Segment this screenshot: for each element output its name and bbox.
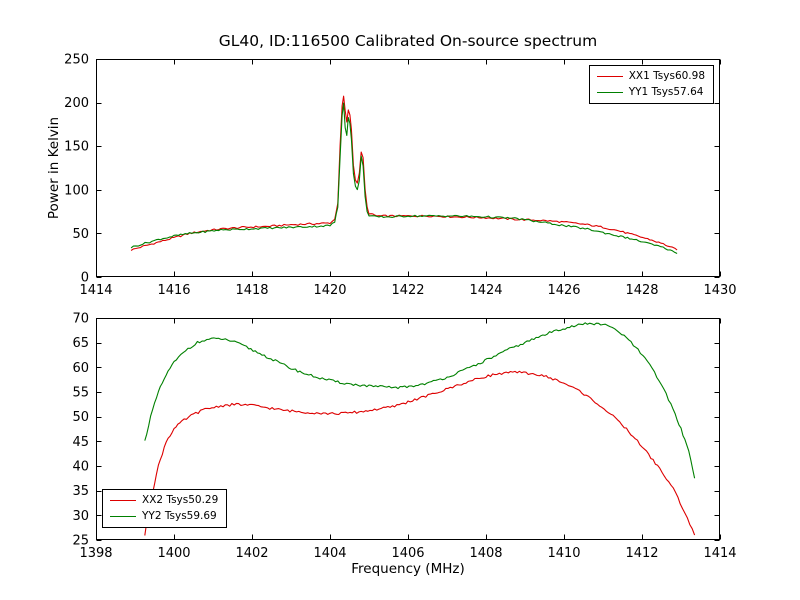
- y-tick-label: 35: [72, 484, 89, 499]
- series-line-xx1: [130, 95, 678, 251]
- y-tick-label: 200: [64, 96, 89, 111]
- legend-bottom-plot: XX2 Tsys50.29 YY2 Tsys59.69: [102, 489, 228, 528]
- y-tick-label: 70: [72, 312, 89, 327]
- y-tick-label: 65: [72, 336, 89, 351]
- subplot-1: 1414 1416 1418 1420 1422 1424 1426 1428 1430 0 50 1…: [64, 53, 736, 299]
- y-tick-label: 40: [72, 460, 89, 475]
- figure-title: GL40, ID:116500 Calibrated On-source spe…: [218, 32, 598, 50]
- x-tick-label: 1422: [391, 283, 424, 298]
- legend-label-xx1: XX1 Tsys60.98: [628, 70, 705, 82]
- legend-entry-xx1: XX1 Tsys60.98: [596, 70, 705, 83]
- x-tick-label: 1400: [157, 546, 190, 561]
- y-tick-label: 55: [72, 386, 89, 401]
- y-tick-label: 25: [72, 534, 89, 549]
- series-line-xx2: [144, 370, 696, 536]
- subplot-2: 1398 1400 1402 1404 1406 1408 1410 1412 1414 25 30…: [72, 312, 736, 562]
- y-tick-label: 250: [64, 53, 89, 68]
- legend-label-xx2: XX2 Tsys50.29: [142, 494, 219, 506]
- x-tick-label: 1414: [79, 283, 112, 298]
- y-tick-label: 50: [72, 227, 89, 242]
- x-tick-label: 1430: [703, 283, 736, 298]
- x-tick-label: 1424: [469, 283, 502, 298]
- legend-entry-yy1: YY1 Tsys57.64: [596, 86, 705, 99]
- x-tick-label: 1412: [625, 546, 658, 561]
- x-tick-label: 1408: [469, 546, 502, 561]
- legend-line-sample-yy1: [596, 92, 623, 93]
- x-tick-label: 1418: [235, 283, 268, 298]
- series-line-yy2: [144, 322, 696, 479]
- x-axis-label: Frequency (MHz): [351, 561, 465, 577]
- legend-line-sample-xx2: [110, 500, 136, 501]
- x-tick-label: 1414: [703, 546, 736, 561]
- y-axis-label: Power in Kelvin: [46, 116, 62, 220]
- legend-line-sample-xx1: [596, 76, 623, 77]
- legend-entry-xx2: XX2 Tsys50.29: [110, 494, 218, 507]
- x-tick-label: 1420: [313, 283, 346, 298]
- x-tick-label: 1406: [391, 546, 424, 561]
- y-tick-label: 0: [81, 271, 89, 286]
- x-tick-label: 1404: [313, 546, 346, 561]
- axes-frame: [96, 59, 720, 277]
- legend-top-plot: XX1 Tsys60.98 YY1 Tsys57.64: [588, 65, 714, 104]
- x-tick-label: 1416: [157, 283, 190, 298]
- x-tick-label: 1428: [625, 283, 658, 298]
- legend-label-yy2: YY2 Tsys59.69: [142, 510, 217, 522]
- x-tick-label: 1402: [235, 546, 268, 561]
- y-tick-label: 45: [72, 435, 89, 450]
- y-tick-label: 30: [72, 509, 89, 524]
- legend-label-yy1: YY1 Tsys57.64: [628, 86, 704, 98]
- x-tick-label: 1426: [547, 283, 580, 298]
- y-tick-label: 60: [72, 361, 89, 376]
- legend-line-sample-yy2: [110, 516, 136, 517]
- legend-entry-yy2: YY2 Tsys59.69: [110, 510, 218, 523]
- y-tick-label: 150: [64, 140, 89, 155]
- x-tick-label: 1410: [547, 546, 580, 561]
- x-tick-label: 1398: [79, 546, 112, 561]
- y-tick-label: 50: [72, 410, 89, 425]
- axes-frame: [96, 318, 720, 540]
- series-line-yy1: [130, 102, 678, 254]
- y-tick-label: 100: [64, 183, 89, 198]
